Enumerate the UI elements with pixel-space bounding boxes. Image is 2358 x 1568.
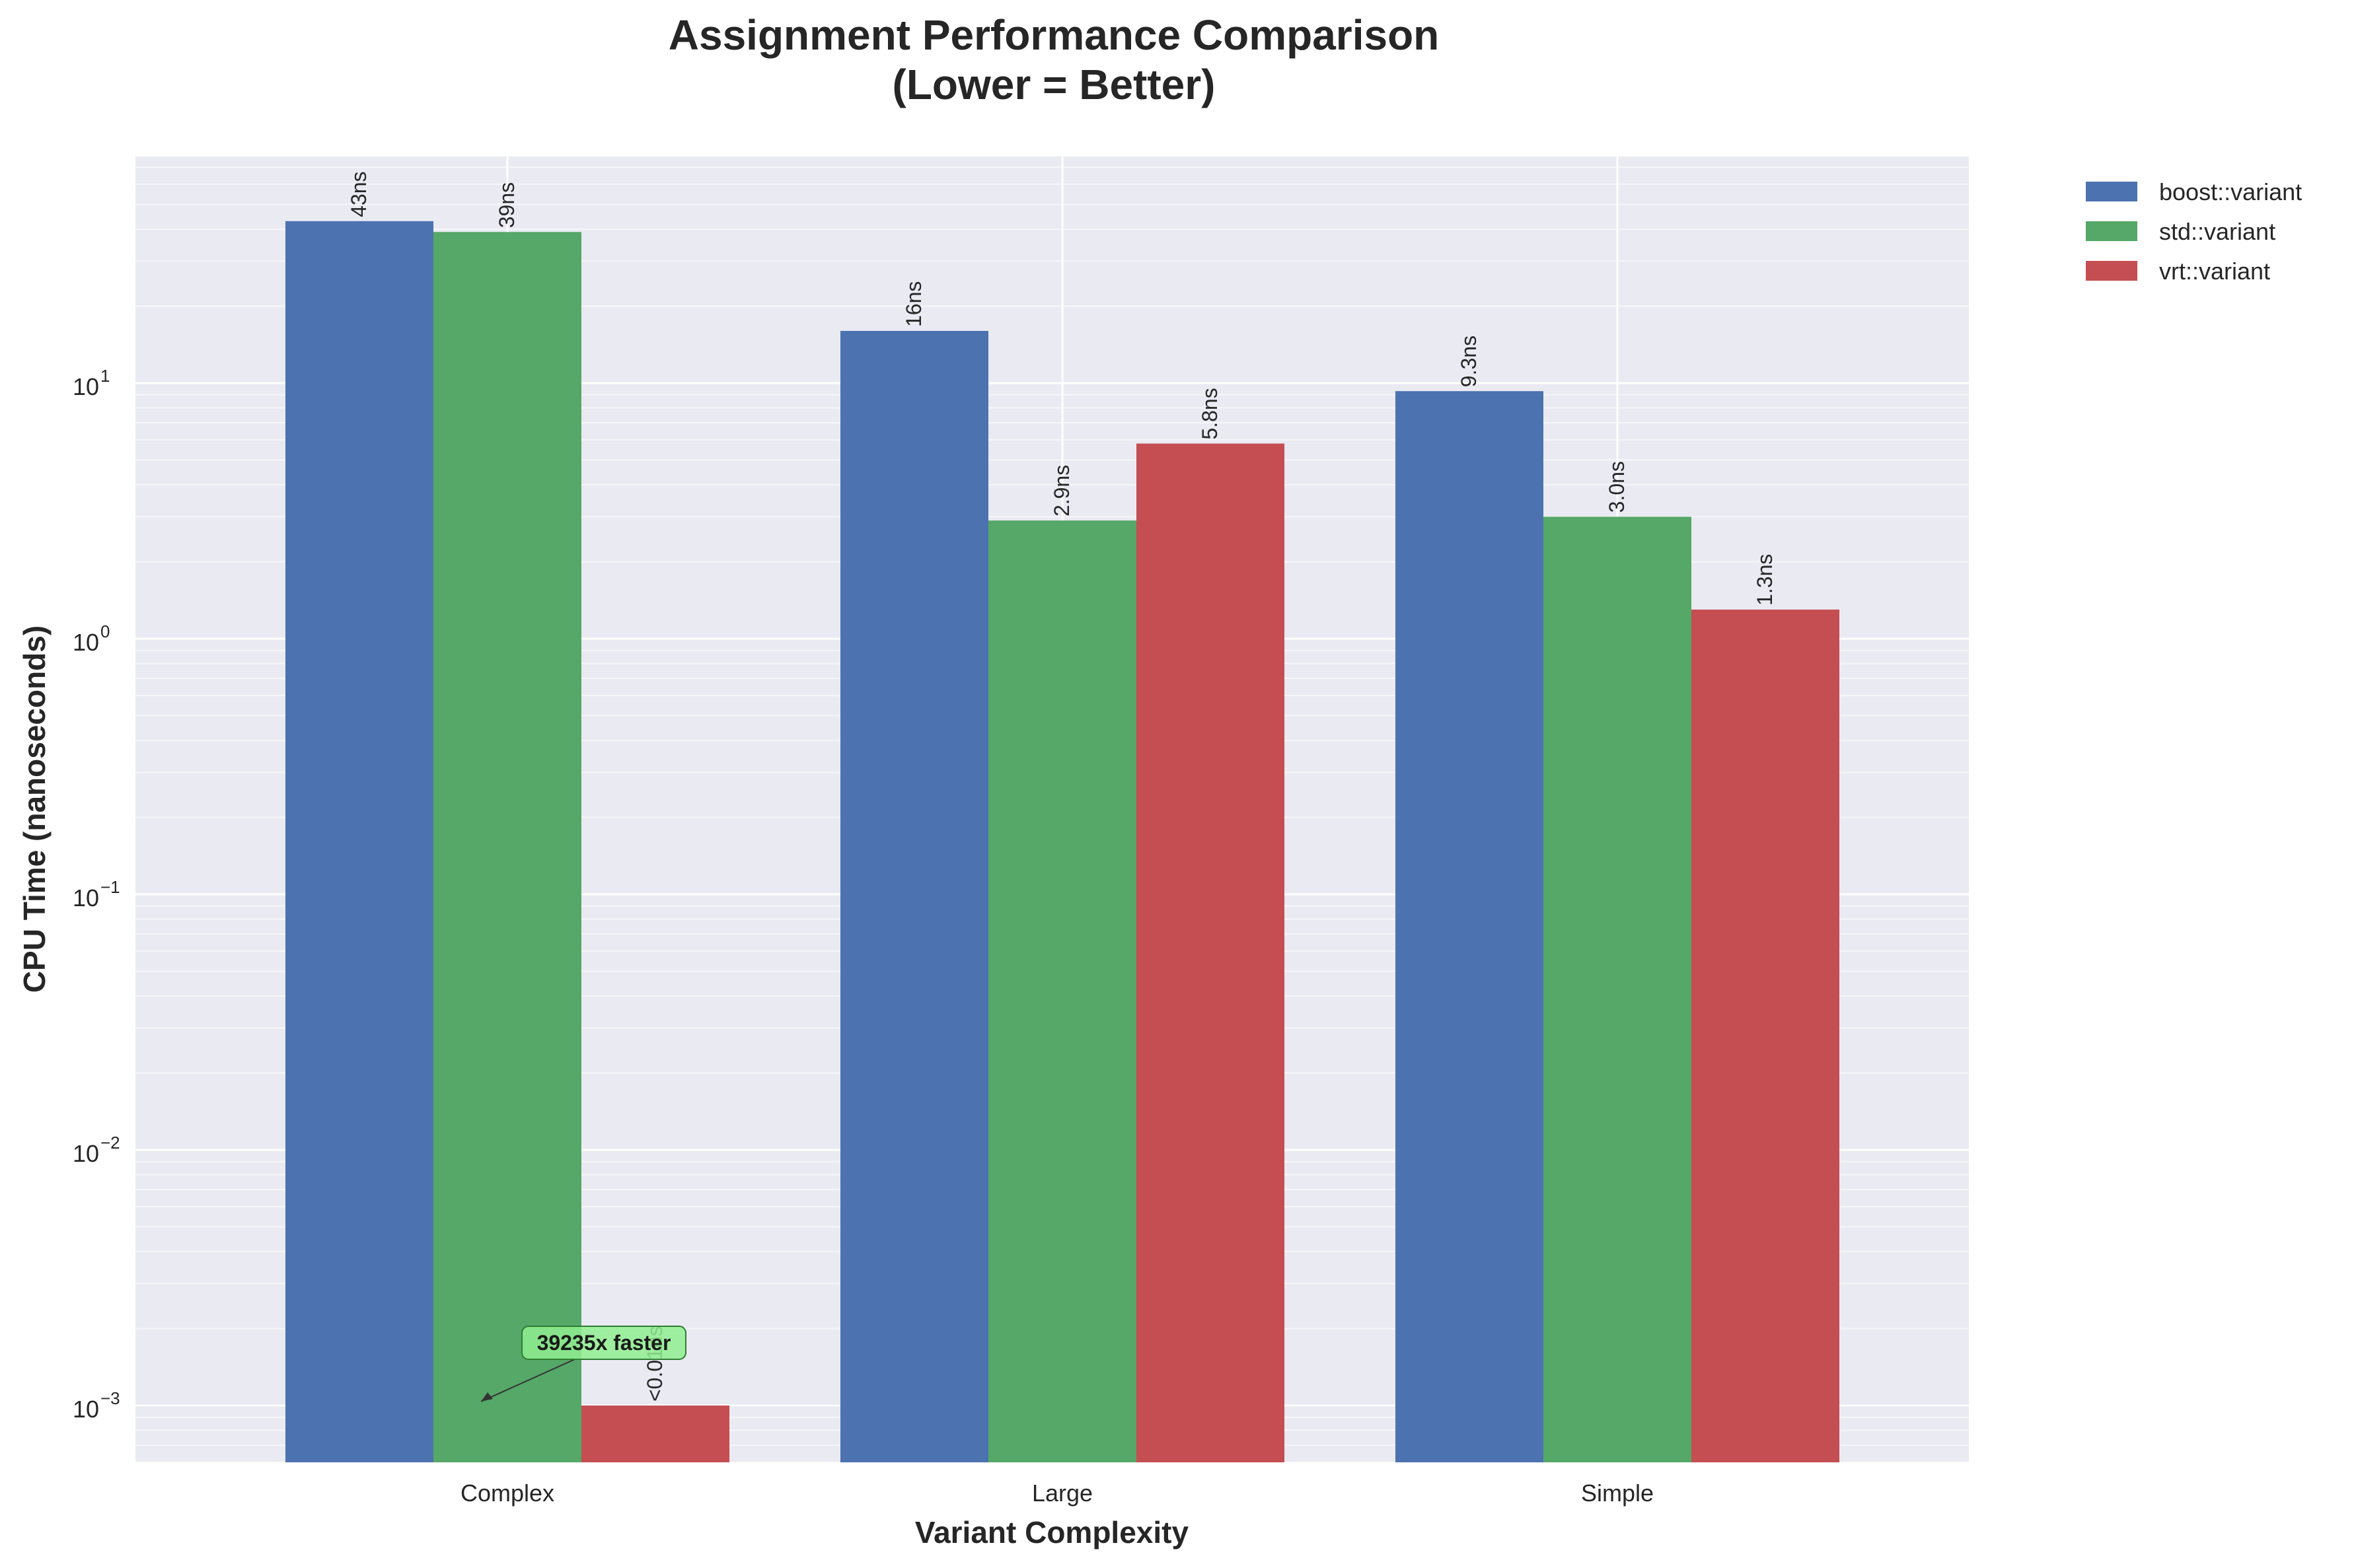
y-tick-label: 10 bbox=[73, 1396, 99, 1423]
bar-std--variant-large bbox=[988, 520, 1136, 1462]
y-tick-label: 10 bbox=[73, 884, 99, 911]
bar-value-label: 3.0ns bbox=[1605, 461, 1629, 513]
y-tick-exponent: −3 bbox=[100, 1388, 120, 1408]
y-tick-exponent: −1 bbox=[100, 877, 120, 897]
annotation-box bbox=[521, 1326, 686, 1360]
legend-swatch bbox=[2086, 221, 2137, 241]
bar-value-label: 16ns bbox=[902, 281, 926, 327]
bars bbox=[285, 221, 1839, 1463]
annotation-arrowhead bbox=[481, 1392, 493, 1402]
annotation-text: 39235x faster bbox=[537, 1331, 671, 1355]
bar-value-label: 5.8ns bbox=[1198, 388, 1222, 439]
bar-value-label: 1.3ns bbox=[1753, 554, 1777, 606]
bar-boost--variant-complex bbox=[285, 221, 433, 1463]
bar-std--variant-simple bbox=[1543, 517, 1691, 1463]
bar-boost--variant-large bbox=[840, 331, 988, 1462]
y-tick-label: 10 bbox=[73, 629, 99, 656]
bar-value-label: 2.9ns bbox=[1050, 465, 1074, 517]
bar-vrt--variant-simple bbox=[1691, 609, 1839, 1462]
x-tick-label: Large bbox=[1032, 1479, 1093, 1507]
x-ticks: Complex Large Simple bbox=[461, 1479, 1654, 1507]
y-tick-label: 10 bbox=[73, 1140, 99, 1167]
legend-label: std::variant bbox=[2159, 218, 2275, 245]
y-tick-label: 10 bbox=[73, 373, 99, 400]
x-axis-label: Variant Complexity bbox=[915, 1515, 1189, 1550]
bar-boost--variant-simple bbox=[1395, 391, 1543, 1463]
chart-title-line1: Assignment Performance Comparison bbox=[669, 11, 1440, 59]
bar-vrt--variant-complex bbox=[581, 1406, 729, 1462]
bar-value-label: 39ns bbox=[495, 182, 519, 228]
annotation-arrow bbox=[480, 1359, 575, 1402]
chart-title-line2: (Lower = Better) bbox=[893, 61, 1216, 108]
bar-value-label: 43ns bbox=[347, 171, 371, 217]
annotation: 39235x faster bbox=[480, 1326, 686, 1402]
y-tick-exponent: 0 bbox=[100, 622, 110, 641]
legend-label: boost::variant bbox=[2159, 178, 2302, 205]
x-tick-label: Simple bbox=[1581, 1479, 1654, 1507]
y-tick-exponent: −2 bbox=[100, 1133, 120, 1153]
y-tick-exponent: 1 bbox=[100, 366, 110, 386]
x-tick-label: Complex bbox=[461, 1479, 554, 1507]
bar-std--variant-complex bbox=[433, 232, 581, 1462]
legend-label: vrt::variant bbox=[2159, 258, 2270, 285]
bar-value-label: 9.3ns bbox=[1457, 336, 1481, 387]
legend-swatch bbox=[2086, 182, 2137, 201]
bar-vrt--variant-large bbox=[1136, 443, 1284, 1462]
y-axis-label: CPU Time (nanoseconds) bbox=[17, 625, 52, 993]
legend-swatch bbox=[2086, 261, 2137, 281]
